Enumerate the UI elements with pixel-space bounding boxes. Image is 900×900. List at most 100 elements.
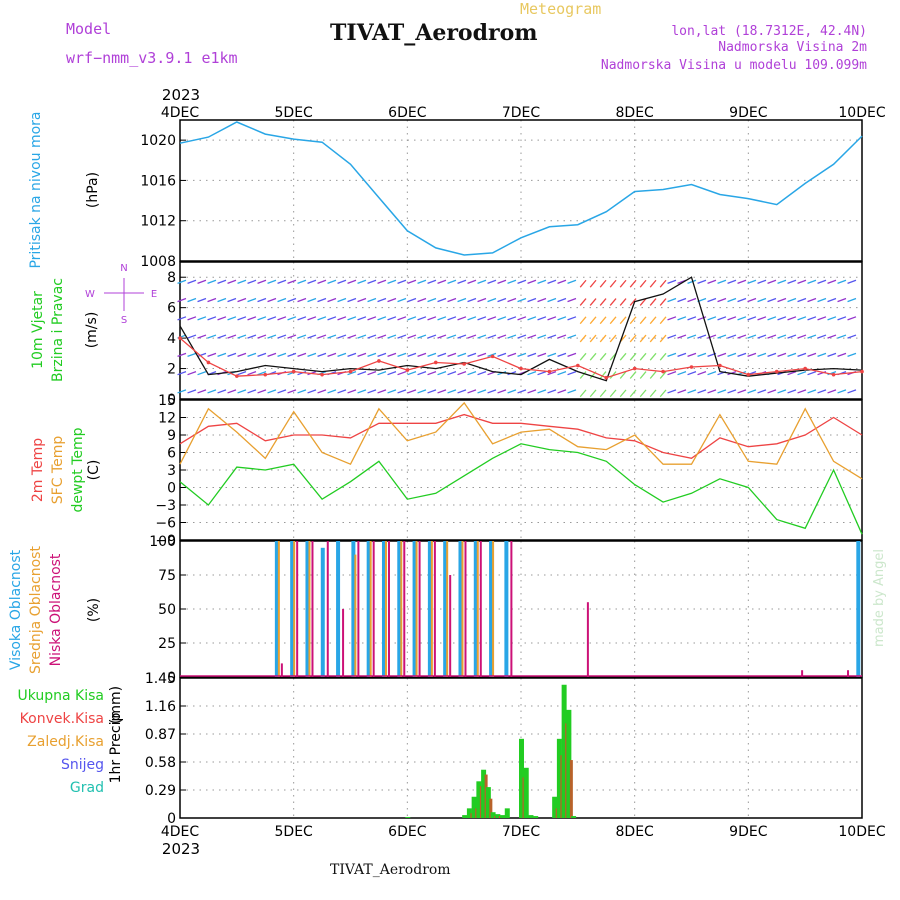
wind-arrow	[639, 316, 647, 325]
wind-arrow	[599, 298, 607, 306]
wind-arrow	[547, 352, 557, 358]
cloud-bar	[293, 541, 296, 677]
wind-arrow	[677, 370, 687, 376]
wind-arrow	[437, 370, 447, 376]
wind-arrow	[717, 334, 727, 339]
panel-frame-wind	[179, 261, 863, 400]
wind-arrow	[437, 297, 447, 303]
wind-arrow	[727, 334, 737, 339]
wind-arrow	[659, 334, 667, 343]
wind-arrow	[797, 316, 807, 321]
wind-arrow	[787, 370, 797, 376]
wind-arrow	[697, 370, 707, 376]
wind-arrow	[347, 389, 357, 394]
precip-legend-item: Snijeg	[61, 757, 104, 773]
wind-arrow	[337, 352, 347, 358]
wind-arrow	[327, 297, 337, 303]
wind-arrow	[297, 279, 307, 284]
panel-frame-clouds	[179, 540, 863, 678]
y-ticks-wind: 0 2 4 6 8	[167, 270, 186, 408]
y-tick-label: 0	[167, 670, 176, 686]
wind-arrow	[367, 370, 377, 376]
precip-unit: (mm)	[108, 686, 124, 724]
wind-arrow	[727, 297, 737, 303]
wind-arrow	[247, 316, 257, 321]
wind-arrow	[687, 370, 697, 376]
wind-arrow	[517, 334, 527, 339]
cloud-bar	[446, 541, 449, 677]
wind-arrow	[609, 389, 617, 398]
wind-arrow	[367, 316, 377, 321]
product-label: Meteogram	[520, 0, 602, 18]
wind-arrow	[187, 389, 197, 394]
y-tick-label: −3	[155, 498, 176, 514]
y-tick-label: 15	[158, 393, 176, 409]
precip-bar	[495, 814, 501, 818]
wind-arrow	[257, 389, 267, 394]
wind-arrow	[697, 279, 707, 284]
wind-arrow	[737, 389, 747, 394]
wind-arrow	[777, 297, 787, 303]
watermark: made by Angel	[872, 549, 887, 647]
wind-arrow	[677, 297, 687, 303]
wind-arrow	[797, 352, 807, 358]
wind-arrow	[307, 352, 317, 358]
cloud-bar	[369, 541, 372, 677]
wind-arrow	[377, 279, 387, 284]
wind-arrow	[267, 389, 277, 394]
wind-arrow	[387, 297, 397, 303]
wind-point	[803, 366, 807, 371]
wind-arrow	[227, 279, 237, 284]
temperature-line	[179, 413, 863, 459]
y-tick-label: 8	[167, 270, 176, 286]
wind-arrow	[619, 279, 627, 288]
wind-arrow	[227, 389, 237, 394]
wind-arrow	[507, 297, 517, 303]
temp-label-dewpt: dewpt Temp	[70, 427, 86, 512]
wind-arrow	[427, 334, 437, 339]
wind-arrow	[427, 279, 437, 284]
wind-arrow	[537, 370, 547, 376]
wind-arrow	[207, 279, 217, 284]
cloud-bar	[418, 541, 421, 677]
cloud-bar	[847, 670, 850, 677]
wind-arrow	[727, 352, 737, 358]
wind-arrow	[837, 389, 847, 394]
wind-arrow	[337, 316, 347, 321]
cloud-label-high: Visoka Oblacnost	[8, 549, 24, 670]
time-axis-top-label: 9DEC	[729, 105, 768, 121]
wind-arrow	[187, 316, 197, 321]
y-ticks-precipitation: 0 0.29 0.58 0.87 1.16 1.45	[145, 671, 186, 827]
wind-arrow	[707, 334, 717, 339]
wind-arrow	[267, 316, 277, 321]
cloud-bar	[372, 541, 375, 677]
cloud-bar	[336, 541, 341, 677]
wind-arrow	[487, 389, 497, 394]
wind-arrow	[407, 334, 417, 339]
wind-arrow	[619, 352, 627, 361]
time-axis-top-label: 6DEC	[388, 105, 427, 121]
wind-arrow	[307, 389, 317, 394]
y-tick-label: 1020	[140, 133, 176, 149]
wind-arrow	[237, 352, 247, 358]
wind-arrow	[847, 389, 857, 394]
cloud-bar	[351, 541, 356, 677]
wind-arrow	[357, 297, 367, 303]
wind-arrow	[197, 316, 207, 321]
wind-arrow	[547, 370, 557, 376]
y-tick-label: −9	[155, 533, 176, 549]
cloud-bar	[489, 541, 494, 677]
wind-arrow	[217, 334, 227, 339]
wind-arrow	[337, 297, 347, 303]
wind-arrow	[557, 316, 567, 321]
wind-arrow	[567, 297, 577, 303]
wind-arrow	[327, 316, 337, 321]
wind-point	[320, 372, 324, 377]
time-axis-bottom-label: 7DEC	[502, 824, 541, 840]
wind-arrow	[847, 279, 857, 284]
wind-arrow	[537, 297, 547, 303]
pressure-line	[179, 121, 863, 256]
wind-arrow	[567, 316, 577, 321]
wind-label-line2: Brzina i Pravac	[50, 278, 66, 382]
wind-arrow	[697, 316, 707, 321]
